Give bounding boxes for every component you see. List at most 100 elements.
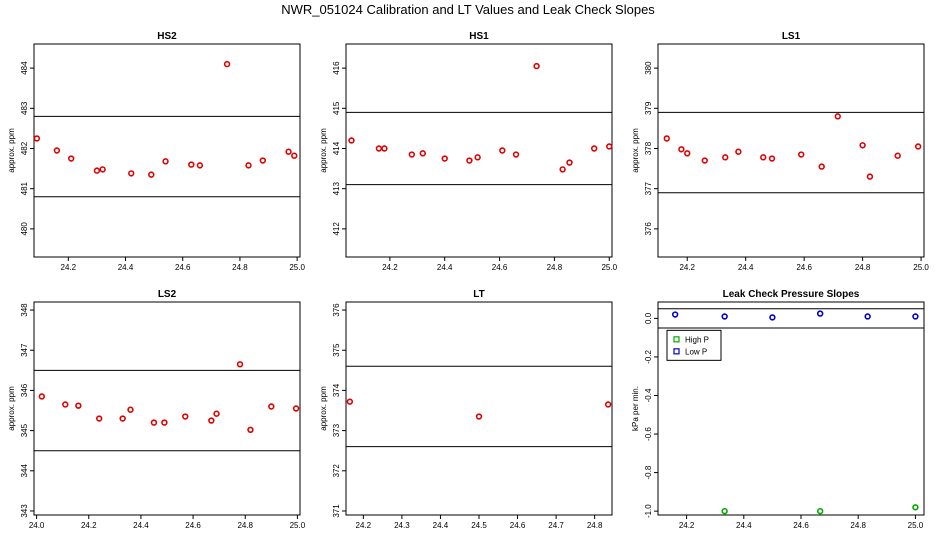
data-point bbox=[475, 413, 483, 420]
y-tick-label: 379 bbox=[644, 101, 653, 115]
x-tick-label: 25.0 bbox=[601, 263, 617, 272]
data-point bbox=[441, 155, 448, 162]
data-point bbox=[894, 152, 901, 159]
data-point bbox=[53, 147, 61, 154]
legend-swatch bbox=[673, 336, 680, 343]
data-point bbox=[419, 150, 426, 157]
y-tick-label: 374 bbox=[332, 383, 341, 397]
data-point bbox=[735, 148, 742, 155]
x-tick-label: 24.2 bbox=[81, 521, 97, 530]
x-tick-label: 24.6 bbox=[175, 263, 191, 272]
x-tick-label: 24.4 bbox=[133, 521, 149, 530]
y-tick-label: 376 bbox=[332, 303, 341, 317]
data-point bbox=[678, 146, 685, 153]
y-tick-label: 413 bbox=[332, 181, 341, 195]
data-point bbox=[466, 157, 473, 164]
data-point bbox=[798, 151, 805, 158]
y-tick-label: 412 bbox=[332, 222, 341, 236]
legend: High P Low P bbox=[666, 329, 722, 361]
x-tick-label: 24.6 bbox=[796, 263, 812, 272]
data-point bbox=[760, 154, 767, 161]
x-tick-label: 25.0 bbox=[908, 521, 924, 530]
y-tick-label: 380 bbox=[644, 61, 653, 75]
data-point bbox=[375, 145, 383, 152]
x-tick-label: 25.0 bbox=[289, 263, 305, 272]
data-point bbox=[259, 157, 267, 164]
chart-panel-5: LT 24.2 24.3 24.4 24.5 24.6 24.7 24.8 371 372 373 3… bbox=[319, 289, 613, 530]
data-point bbox=[223, 60, 231, 68]
data-point bbox=[268, 403, 275, 410]
panel-title: HS2 bbox=[157, 31, 177, 42]
data-point bbox=[816, 310, 824, 317]
data-point bbox=[408, 151, 416, 158]
data-point bbox=[128, 170, 135, 177]
data-point bbox=[67, 155, 75, 162]
data-point bbox=[671, 311, 679, 318]
figure-title: NWR_051024 Calibration and LT Values and… bbox=[281, 2, 655, 17]
data-point bbox=[213, 410, 220, 417]
y-tick-label: 371 bbox=[332, 504, 341, 518]
data-point bbox=[663, 135, 670, 142]
y-tick-label: 377 bbox=[644, 181, 653, 195]
data-point bbox=[768, 155, 776, 162]
data-point bbox=[721, 313, 728, 320]
x-tick-label: 24.2 bbox=[679, 521, 695, 530]
data-point bbox=[162, 158, 169, 165]
legend-swatch bbox=[673, 348, 680, 355]
data-point bbox=[701, 157, 708, 164]
data-point bbox=[474, 154, 481, 161]
y-tick-label: 378 bbox=[644, 141, 653, 155]
y-tick-label: 0.0 bbox=[644, 312, 653, 324]
x-tick-label: 24.7 bbox=[548, 521, 564, 530]
x-tick-label: 24.6 bbox=[185, 521, 201, 530]
panels: HS2 24.2 24.4 24.6 24.8 25.0 480 481 482 483 484 ap… bbox=[7, 31, 929, 530]
x-tick-label: 24.6 bbox=[510, 521, 526, 530]
data-point bbox=[188, 161, 195, 168]
y-tick-label: 372 bbox=[332, 464, 341, 478]
data-point bbox=[182, 413, 189, 420]
y-tick-label: 344 bbox=[20, 464, 29, 478]
x-tick-label: 24.4 bbox=[118, 263, 134, 272]
data-point bbox=[208, 417, 215, 424]
plot-frame bbox=[657, 43, 925, 258]
plot-frame bbox=[345, 43, 613, 258]
data-point bbox=[161, 419, 168, 426]
y-tick-label: 376 bbox=[644, 222, 653, 236]
y-tick-label: 415 bbox=[332, 101, 341, 115]
x-tick-label: 24.2 bbox=[356, 521, 372, 530]
data-point bbox=[816, 507, 824, 515]
data-point bbox=[75, 402, 82, 409]
panel-title: LS2 bbox=[158, 289, 177, 300]
y-tick-label: 375 bbox=[332, 343, 341, 357]
data-point bbox=[721, 507, 728, 515]
x-tick-label: 24.4 bbox=[437, 263, 453, 272]
plot-frame bbox=[33, 43, 301, 258]
y-tick-label: 347 bbox=[20, 343, 29, 357]
y-tick-label: -0.6 bbox=[644, 427, 653, 441]
panel-title: HS1 bbox=[469, 31, 489, 42]
data-point bbox=[381, 145, 388, 152]
x-tick-label: 24.3 bbox=[394, 521, 410, 530]
y-tick-label: -1.0 bbox=[644, 504, 653, 518]
y-tick-label: 345 bbox=[20, 423, 29, 437]
x-tick-label: 25.0 bbox=[290, 521, 306, 530]
data-point bbox=[236, 361, 244, 368]
legend-label: High P bbox=[685, 335, 709, 344]
legend-label: Low P bbox=[685, 347, 707, 356]
y-axis-label: approx. ppm bbox=[319, 386, 328, 431]
data-point bbox=[285, 148, 292, 155]
chart-panel-4: LS2 24.0 24.2 24.4 24.6 24.8 25.0 343 344 345 346 3… bbox=[7, 289, 306, 530]
y-tick-label: -0.4 bbox=[644, 388, 653, 402]
data-point bbox=[348, 137, 355, 144]
y-axis-label: approx. ppm bbox=[7, 128, 16, 173]
y-tick-label: 483 bbox=[20, 101, 29, 115]
data-point bbox=[559, 166, 566, 173]
x-tick-label: 24.8 bbox=[547, 263, 563, 272]
legend-box bbox=[666, 329, 722, 361]
data-point bbox=[590, 145, 598, 152]
data-point bbox=[346, 398, 354, 405]
x-tick-label: 24.8 bbox=[850, 521, 866, 530]
y-axis-label: kPa per min. bbox=[631, 386, 640, 431]
y-tick-label: 348 bbox=[20, 303, 29, 317]
